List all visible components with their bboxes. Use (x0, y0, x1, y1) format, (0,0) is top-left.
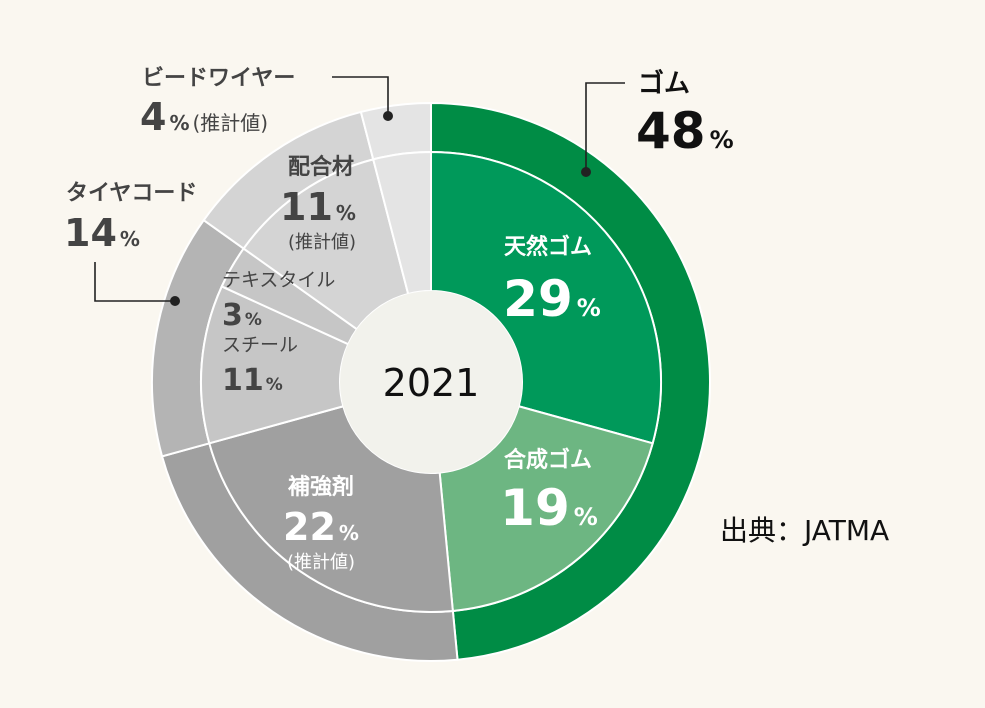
label-haigou-name: 配合材 (288, 154, 354, 180)
leader-dot-cord (170, 296, 180, 306)
label-tennen-name: 天然ゴム (504, 234, 592, 260)
label-hokyou-value: 22% (283, 505, 359, 549)
label-steel-value: 11% (222, 363, 283, 398)
outer-ring (151, 101, 712, 662)
label-haigou-note: (推計値) (288, 232, 356, 253)
source-note: 出典：JATMA (720, 514, 889, 547)
label-gomu-value: 48% (636, 102, 734, 160)
inner-slice-3 (208, 405, 454, 613)
leader-lines (94, 76, 625, 302)
leader-dot-gomu (581, 167, 591, 177)
label-textile-name: テキスタイル (222, 269, 335, 291)
leader-gomu (585, 82, 625, 172)
label-gomu-name: ゴム (638, 68, 690, 99)
label-cord-name: タイヤコード (66, 181, 197, 206)
label-gousei-name: 合成ゴム (504, 447, 592, 473)
center-circle (340, 291, 522, 473)
label-hokyou-name: 補強剤 (287, 474, 354, 500)
outer-slice-5 (359, 101, 432, 161)
label-cord-value: 14% (64, 211, 140, 255)
label-textile-value: 3% (222, 298, 262, 333)
label-gousei-value: 19% (500, 479, 598, 537)
label-steel-name: スチール (222, 334, 298, 356)
leader-cord (94, 262, 175, 302)
label-haigou-value: 11% (280, 185, 356, 229)
inner-slice-2 (438, 405, 654, 613)
leader-dot-bead (383, 111, 393, 121)
label-bead-value: 4% (推計値) (140, 95, 268, 139)
center-year: 2021 (383, 361, 480, 405)
label-tennen-value: 29% (503, 270, 601, 328)
label-bead-name: ビードワイヤー (142, 66, 295, 91)
inner-ring (200, 150, 662, 613)
label-hokyou-note: (推計値) (287, 552, 355, 573)
leader-bead (332, 76, 389, 116)
